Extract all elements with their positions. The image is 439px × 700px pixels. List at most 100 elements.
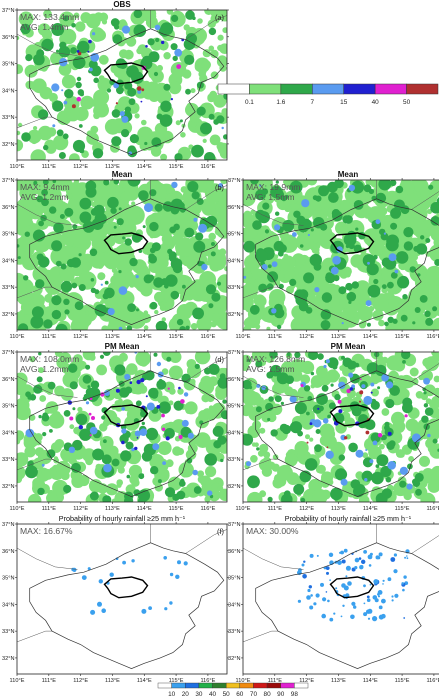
map-panel-mean-c: Mean 110°E 111°E 112°E 113°E 114°E 115°E 116°E 3… xyxy=(226,170,439,342)
x-tick-label: 110°E xyxy=(10,164,25,170)
y-tick-label: 35°N xyxy=(2,232,15,238)
x-tick-label: 114°E xyxy=(137,164,152,170)
rainfall-field xyxy=(17,180,227,330)
rainfall-field xyxy=(17,524,227,669)
x-tick-label: 113°E xyxy=(105,506,120,512)
city-boundary xyxy=(103,232,149,255)
colorbar-label: 40 xyxy=(372,99,380,106)
y-tick-label: 34°N xyxy=(2,88,15,94)
x-tick-label: 113°E xyxy=(331,678,346,684)
colorbar-label: 15 xyxy=(340,99,348,106)
x-tick-label: 112°E xyxy=(299,678,314,684)
neighbor-boundary xyxy=(17,458,52,471)
colorbar-segment xyxy=(249,83,282,95)
map-panel-prob-g: Probability of hourly rainfall ≥25 mm h⁻… xyxy=(226,514,439,686)
colorbar-label: 7 xyxy=(311,99,315,106)
map-background xyxy=(17,524,227,674)
x-tick-label: 115°E xyxy=(395,334,410,340)
max-value-text: MAX: 30.00% xyxy=(246,526,299,536)
colorbar-label: 10 xyxy=(168,691,176,698)
panel-title: Probability of hourly rainfall ≥25 mm h⁻… xyxy=(59,514,186,523)
colorbar-segment xyxy=(225,682,241,689)
y-tick-label: 37°N xyxy=(2,350,15,356)
y-tick-label: 34°N xyxy=(228,430,241,436)
max-value-text: MAX: 133.4mm xyxy=(20,12,79,22)
x-tick-label: 112°E xyxy=(73,678,88,684)
max-value-text: MAX: 19.9mm xyxy=(246,182,300,192)
x-tick-label: 115°E xyxy=(169,164,184,170)
city-boundary xyxy=(329,576,375,599)
x-tick-label: 116°E xyxy=(200,678,215,684)
city-boundary xyxy=(103,62,149,85)
y-tick-label: 33°N xyxy=(228,457,241,463)
y-tick-label: 37°N xyxy=(2,522,15,528)
colorbar-label: 0.1 xyxy=(245,99,254,106)
colorbar-segment xyxy=(343,83,376,95)
colorbar-segment xyxy=(253,682,268,689)
x-tick-label: 111°E xyxy=(268,678,283,684)
x-tick-label: 115°E xyxy=(169,678,184,684)
rainfall-field xyxy=(243,352,439,502)
y-tick-label: 32°N xyxy=(228,312,241,318)
panel-title: Probability of hourly rainfall ≥25 mm h⁻… xyxy=(285,514,412,523)
y-tick-label: 34°N xyxy=(2,258,15,264)
neighbor-boundary xyxy=(17,286,52,299)
x-tick-label: 116°E xyxy=(200,164,215,170)
map-frame xyxy=(242,523,439,675)
y-tick-label: 35°N xyxy=(228,404,241,410)
x-tick-label: 110°E xyxy=(10,334,25,340)
panel-title: Mean xyxy=(338,170,359,179)
city-boundary xyxy=(103,404,149,427)
province-boundary xyxy=(29,198,225,325)
y-tick-label: 33°N xyxy=(2,285,15,291)
panel-title: Mean xyxy=(112,170,133,179)
x-tick-label: 116°E xyxy=(426,678,439,684)
neighbor-boundary xyxy=(17,375,78,398)
y-tick-label: 36°N xyxy=(228,205,241,211)
province-boundary xyxy=(255,370,439,497)
x-tick-label: 114°E xyxy=(137,506,152,512)
max-value-text: MAX: 16.67% xyxy=(20,526,73,536)
avg-value-text: AVG: 1.5mm xyxy=(246,364,295,374)
panel-label: (b) xyxy=(215,183,224,192)
rainfall-field xyxy=(243,524,439,669)
y-tick-label: 35°N xyxy=(2,576,15,582)
avg-value-text: AVG: 1.5mm xyxy=(246,192,295,202)
city-boundary xyxy=(329,404,375,427)
map-panel-pm-mean-e: PM Mean 110°E 111°E 112°E 113°E 114°E 115°E 116… xyxy=(226,342,439,514)
map-frame xyxy=(16,351,228,503)
map-svg-d: PM Mean 110°E 111°E 112°E 113°E 114°E 115°E 116… xyxy=(2,342,229,512)
y-tick-label: 32°N xyxy=(228,484,241,490)
colorbar-segment xyxy=(212,682,227,689)
province-boundary xyxy=(29,28,225,155)
colorbar-label: 60 xyxy=(236,691,244,698)
colorbar-segment xyxy=(198,682,213,689)
city-boundary xyxy=(329,232,375,255)
neighbor-boundary xyxy=(411,191,439,210)
colorbar-rainfall: 0.1 1.6 7 15 40 50 xyxy=(214,80,439,114)
x-tick-label: 115°E xyxy=(169,506,184,512)
y-tick-label: 34°N xyxy=(2,602,15,608)
panel-title: PM Mean xyxy=(331,342,366,351)
map-svg-c: Mean 110°E 111°E 112°E 113°E 114°E 115°E 116°E 3… xyxy=(228,170,439,340)
y-tick-label: 35°N xyxy=(2,62,15,68)
colorbar-label: 30 xyxy=(195,691,203,698)
colorbar-label: 20 xyxy=(182,691,190,698)
y-tick-label: 37°N xyxy=(228,178,241,184)
neighbor-boundary xyxy=(243,458,278,471)
map-panel-prob-f: Probability of hourly rainfall ≥25 mm h⁻… xyxy=(0,514,229,686)
map-svg-a: OBS 110°E 111°E 112°E 113°E 114°E 115°E 116°E 37… xyxy=(2,0,229,170)
x-tick-label: 114°E xyxy=(363,678,378,684)
colorbar-segment xyxy=(406,83,439,95)
colorbar-prob-svg: 10 20 30 40 50 60 70 80 90 98 xyxy=(157,682,309,698)
map-svg-e: PM Mean 110°E 111°E 112°E 113°E 114°E 115°E 116… xyxy=(228,342,439,512)
y-tick-label: 37°N xyxy=(228,522,241,528)
x-tick-label: 111°E xyxy=(42,334,57,340)
y-tick-label: 33°N xyxy=(2,115,15,121)
colorbar-segment xyxy=(374,83,407,95)
y-tick-label: 37°N xyxy=(2,178,15,184)
neighbor-boundary xyxy=(243,375,304,398)
x-tick-label: 110°E xyxy=(10,678,25,684)
x-tick-label: 112°E xyxy=(299,334,314,340)
neighbor-boundary xyxy=(411,363,439,382)
